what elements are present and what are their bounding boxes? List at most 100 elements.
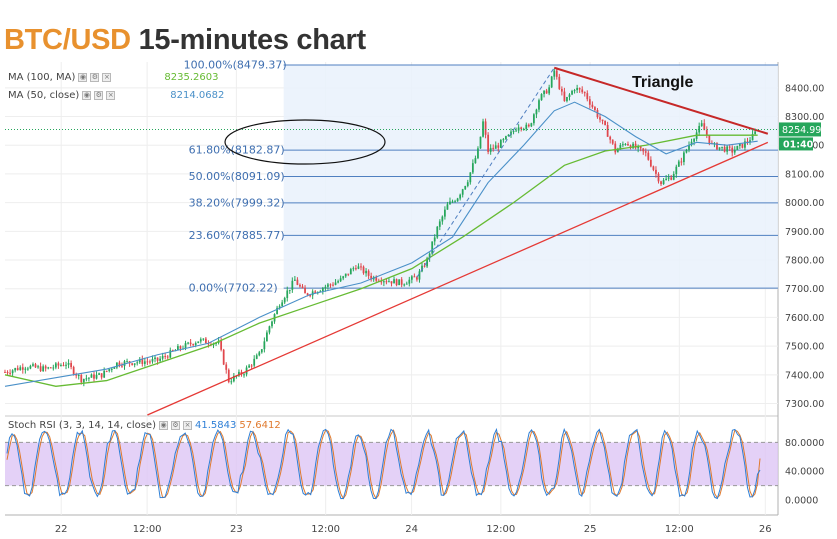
candle-body bbox=[416, 277, 418, 280]
candle-body bbox=[466, 182, 469, 187]
candle-body bbox=[197, 341, 200, 344]
candle-body bbox=[616, 148, 619, 153]
candle-body bbox=[54, 363, 57, 368]
candle-body bbox=[65, 364, 67, 366]
candle-body bbox=[583, 92, 586, 94]
stoch-k-value: 41.5843 bbox=[195, 420, 237, 431]
candle-body bbox=[431, 241, 434, 254]
fib-level-label: 23.60%(7885.77) bbox=[189, 229, 285, 242]
x-tick-label: 25 bbox=[584, 524, 597, 535]
candle-body bbox=[746, 141, 749, 143]
candle-body bbox=[578, 87, 581, 90]
candle-body bbox=[436, 226, 439, 238]
candle-body bbox=[543, 90, 545, 95]
candle-body bbox=[171, 350, 174, 352]
gear-icon[interactable]: ⚙ bbox=[94, 91, 104, 100]
candle-body bbox=[72, 367, 75, 375]
candle-body bbox=[754, 131, 757, 134]
candle-body bbox=[510, 131, 512, 135]
candle-body bbox=[599, 117, 601, 120]
candle-body bbox=[347, 273, 350, 275]
candle-body bbox=[110, 368, 113, 370]
ma50-legend[interactable]: MA (50, close) ◉ ⚙ × 8214.0682 bbox=[8, 90, 224, 101]
candle-body bbox=[560, 88, 563, 92]
candle-body bbox=[438, 221, 441, 227]
candle-body bbox=[85, 378, 88, 380]
candle-body bbox=[166, 356, 169, 358]
candle-body bbox=[721, 146, 723, 148]
candle-body bbox=[515, 130, 517, 132]
candle-body bbox=[159, 358, 161, 361]
candle-body bbox=[731, 147, 734, 153]
close-icon[interactable]: × bbox=[102, 73, 112, 82]
candle-body bbox=[327, 284, 329, 287]
candle-body bbox=[655, 169, 657, 174]
candle-body bbox=[494, 145, 497, 149]
candle-body bbox=[57, 363, 60, 366]
candle-body bbox=[6, 372, 9, 374]
candle-body bbox=[474, 158, 477, 164]
candle-body bbox=[576, 87, 579, 91]
candle-body bbox=[199, 339, 202, 342]
candle-body bbox=[276, 307, 278, 315]
gear-icon[interactable]: ⚙ bbox=[171, 421, 180, 430]
candle-body bbox=[441, 216, 444, 222]
candle-body bbox=[115, 362, 118, 368]
candle-body bbox=[164, 356, 167, 358]
candle-body bbox=[527, 124, 530, 127]
eye-icon[interactable]: ◉ bbox=[78, 73, 88, 82]
candle-body bbox=[464, 186, 467, 190]
eye-icon[interactable]: ◉ bbox=[159, 421, 168, 430]
candle-body bbox=[400, 279, 403, 285]
candle-body bbox=[202, 338, 205, 340]
y-tick-label: 8300.00 bbox=[785, 112, 824, 123]
triangle-upper-line bbox=[553, 66, 769, 135]
candle-body bbox=[365, 270, 367, 274]
fib-level-label: 100.00%(8479.37) bbox=[184, 59, 287, 72]
candle-body bbox=[398, 279, 401, 286]
ma100-label: MA (100, MA) bbox=[8, 72, 76, 83]
candle-body bbox=[268, 326, 271, 333]
candle-body bbox=[146, 361, 149, 363]
candle-body bbox=[497, 145, 500, 148]
candle-body bbox=[489, 147, 492, 152]
candle-body bbox=[118, 362, 121, 366]
gear-icon[interactable]: ⚙ bbox=[90, 73, 100, 82]
y-tick-label: 7700.00 bbox=[785, 284, 824, 295]
x-tick-label: 12:00 bbox=[311, 524, 340, 535]
candle-body bbox=[337, 281, 339, 283]
fib-level-label: 61.80%(8182.87) bbox=[189, 144, 285, 157]
candle-body bbox=[70, 363, 73, 368]
candle-body bbox=[82, 378, 85, 383]
x-tick-label: 12:00 bbox=[133, 524, 162, 535]
candle-body bbox=[357, 266, 360, 269]
last-price-value: 8254.99 bbox=[782, 125, 821, 136]
close-icon[interactable]: × bbox=[106, 91, 116, 100]
candle-body bbox=[461, 189, 464, 195]
x-tick-label: 24 bbox=[405, 524, 418, 535]
candle-body bbox=[482, 121, 484, 137]
candle-body bbox=[540, 94, 543, 101]
close-icon[interactable]: × bbox=[183, 421, 192, 430]
ma100-legend[interactable]: MA (100, MA) ◉ ⚙ × 8235.2603 bbox=[8, 72, 218, 83]
eye-icon[interactable]: ◉ bbox=[82, 91, 92, 100]
candle-body bbox=[408, 279, 411, 284]
candle-body bbox=[14, 368, 17, 371]
candle-body bbox=[749, 140, 751, 142]
candle-body bbox=[367, 270, 370, 276]
candle-body bbox=[499, 140, 502, 148]
candle-body bbox=[34, 364, 37, 368]
candle-body bbox=[449, 201, 451, 205]
candle-body bbox=[698, 125, 701, 133]
candle-body bbox=[121, 365, 123, 367]
candle-body bbox=[413, 276, 416, 278]
candle-body bbox=[225, 364, 228, 370]
stoch-legend[interactable]: Stoch RSI (3, 3, 14, 14, close) ◉ ⚙ × 41… bbox=[8, 420, 281, 431]
candle-body bbox=[52, 367, 55, 369]
y-tick-label: 7500.00 bbox=[785, 342, 824, 353]
candle-body bbox=[360, 266, 362, 268]
candle-body bbox=[204, 338, 207, 344]
candle-body bbox=[693, 138, 695, 142]
fib-level-label: 38.20%(7999.32) bbox=[189, 196, 285, 209]
